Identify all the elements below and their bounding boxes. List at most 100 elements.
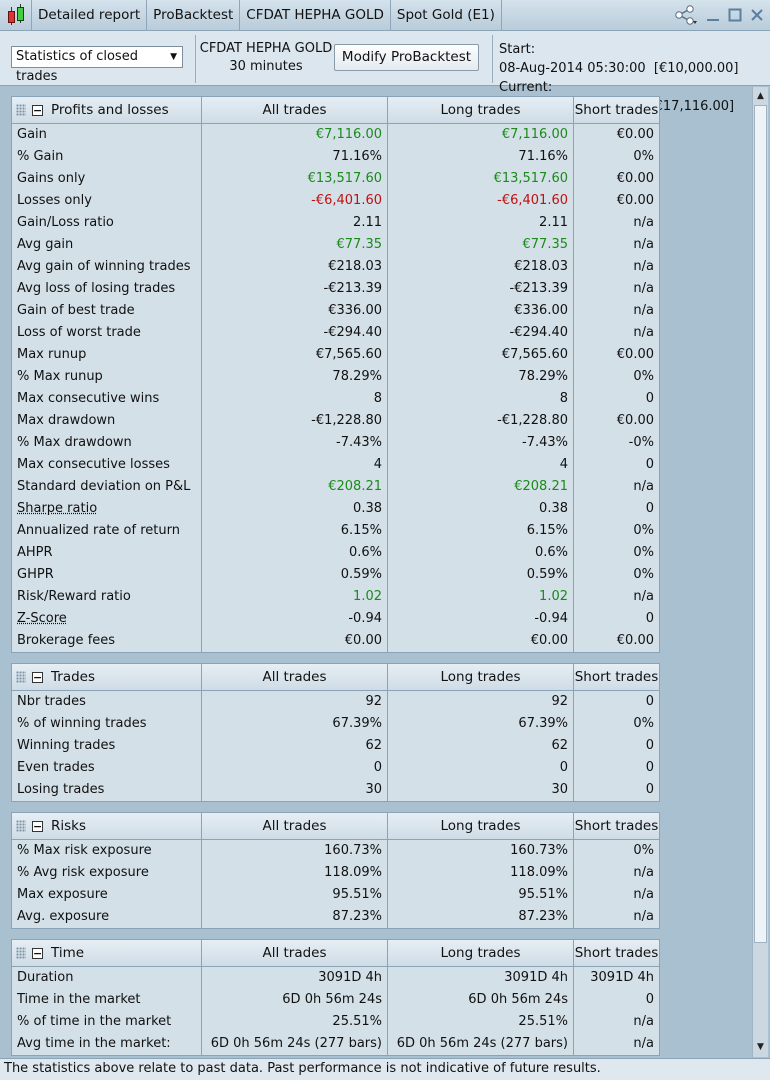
row-label: Winning trades (12, 735, 202, 757)
table-row: % Max drawdown -7.43% -7.43% -0% (12, 432, 659, 454)
row-label: Losses only (12, 190, 202, 212)
table-row: Max consecutive losses 4 4 0 (12, 454, 659, 476)
table-row: Avg loss of losing trades -€213.39 -€213.3… (12, 278, 659, 300)
row-value: €0.00 (202, 630, 388, 652)
table-row: Annualized rate of return 6.15% 6.15% 0% (12, 520, 659, 542)
row-value: 0.38 (202, 498, 388, 520)
table-row: Loss of worst trade -€294.40 -€294.40 n/a (12, 322, 659, 344)
table-row: % of time in the market 25.51% 25.51% n/a (12, 1011, 659, 1033)
row-label: Max drawdown (12, 410, 202, 432)
row-value: n/a (633, 259, 654, 274)
row-label: Gains only (12, 168, 202, 190)
column-header: Long trades (388, 97, 574, 123)
table-row: Time in the market 6D 0h 56m 24s 6D 0h 56m… (12, 989, 659, 1011)
table-row: Max consecutive wins 8 8 0 (12, 388, 659, 410)
row-value: 6D 0h 56m 24s (277 bars) (388, 1033, 574, 1055)
row-value: 95.51% (202, 884, 388, 906)
row-value: 0% (633, 567, 654, 582)
table-row: Sharpe ratio 0.38 0.38 0 (12, 498, 659, 520)
row-value: 71.16% (202, 146, 388, 168)
statistics-select-value: Statistics of closed trades (16, 49, 138, 84)
row-value: -7.43% (388, 432, 574, 454)
modify-probacktest-button[interactable]: Modify ProBacktest (334, 44, 479, 71)
drag-grip-icon[interactable] (16, 671, 26, 683)
scrollbar-thumb[interactable] (754, 105, 767, 943)
row-value: 160.73% (202, 840, 388, 862)
title-bar: Detailed report ProBacktest CFDAT HEPHA … (0, 0, 770, 31)
section-header: − Profits and losses All trades Long trades… (12, 97, 659, 124)
table-row: Gains only €13,517.60 €13,517.60 €0.00 (12, 168, 659, 190)
row-value: 0 (645, 992, 654, 1007)
row-value: 78.29% (202, 366, 388, 388)
row-value: 2.11 (202, 212, 388, 234)
row-value: 78.29% (388, 366, 574, 388)
disclaimer-footer: The statistics above relate to past data… (0, 1058, 770, 1080)
row-value: €0.00 (616, 127, 654, 142)
row-value: 0% (633, 545, 654, 560)
table-row: Avg time in the market: 6D 0h 56m 24s (27… (12, 1033, 659, 1055)
row-label: % Avg risk exposure (12, 862, 202, 884)
collapse-icon[interactable]: − (32, 819, 43, 833)
row-value: 0 (645, 457, 654, 472)
row-value: 30 (388, 779, 574, 801)
column-header: Long trades (388, 813, 574, 839)
drag-grip-icon[interactable] (16, 104, 26, 116)
row-value: 118.09% (388, 862, 574, 884)
row-value: 2.11 (388, 212, 574, 234)
title-segment-market: Spot Gold (E1) (389, 0, 502, 31)
table-row: Gain/Loss ratio 2.11 2.11 n/a (12, 212, 659, 234)
row-value: n/a (633, 589, 654, 604)
row-value: 6D 0h 56m 24s (277 bars) (202, 1033, 388, 1055)
table-row: Brokerage fees €0.00 €0.00 €0.00 (12, 630, 659, 652)
row-value: 0% (633, 843, 654, 858)
scroll-down-icon[interactable]: ▼ (757, 1042, 764, 1052)
drag-grip-icon[interactable] (16, 820, 26, 832)
row-value: n/a (633, 325, 654, 340)
statistics-select[interactable]: Statistics of closed trades ▼ (11, 46, 183, 84)
row-value: 25.51% (202, 1011, 388, 1033)
row-value: -€6,401.60 (202, 190, 388, 212)
row-value: 0 (388, 757, 574, 779)
row-value: 0.6% (388, 542, 574, 564)
row-value: 0 (645, 501, 654, 516)
start-label: Start: (499, 42, 536, 57)
vertical-scrollbar[interactable]: ▲ ▼ (752, 87, 768, 1057)
table-row: Avg gain of winning trades €218.03 €218.03… (12, 256, 659, 278)
share-icon[interactable] (674, 5, 698, 25)
row-label: Losing trades (12, 779, 202, 801)
row-label[interactable]: Z-Score (12, 608, 202, 630)
section-title: Risks (51, 818, 87, 834)
table-row: Duration 3091D 4h 3091D 4h 3091D 4h (12, 967, 659, 989)
row-value: 67.39% (388, 713, 574, 735)
report-header-panel: Statistics of closed trades ▼ CFDAT HEPH… (0, 31, 770, 114)
section-risks: − Risks All trades Long trades Short trades%… (11, 812, 660, 929)
row-value: €7,565.60 (202, 344, 388, 366)
collapse-icon[interactable]: − (32, 103, 43, 117)
minimize-icon[interactable] (706, 7, 720, 23)
close-icon[interactable] (750, 7, 764, 23)
collapse-icon[interactable]: − (32, 670, 43, 684)
row-value: -7.43% (202, 432, 388, 454)
column-header: Short trades (574, 818, 659, 834)
row-label: Max runup (12, 344, 202, 366)
row-label: % Max runup (12, 366, 202, 388)
section-title: Trades (51, 669, 95, 685)
table-row: Gain €7,116.00 €7,116.00 €0.00 (12, 124, 659, 146)
maximize-icon[interactable] (728, 7, 742, 23)
scroll-up-icon[interactable]: ▲ (757, 91, 764, 101)
row-value: €218.03 (202, 256, 388, 278)
row-label: % Gain (12, 146, 202, 168)
table-row: Max runup €7,565.60 €7,565.60 €0.00 (12, 344, 659, 366)
report-scroll-area[interactable]: − Profits and losses All trades Long trades… (0, 87, 752, 1057)
row-value: 67.39% (202, 713, 388, 735)
row-value: €0.00 (388, 630, 574, 652)
dropdown-arrow-icon: ▼ (170, 52, 177, 62)
column-header: Short trades (574, 102, 659, 118)
row-value: €77.35 (202, 234, 388, 256)
row-label[interactable]: Sharpe ratio (12, 498, 202, 520)
column-header: All trades (202, 813, 388, 839)
drag-grip-icon[interactable] (16, 947, 26, 959)
collapse-icon[interactable]: − (32, 946, 43, 960)
row-value: -€1,228.80 (388, 410, 574, 432)
table-row: Risk/Reward ratio 1.02 1.02 n/a (12, 586, 659, 608)
